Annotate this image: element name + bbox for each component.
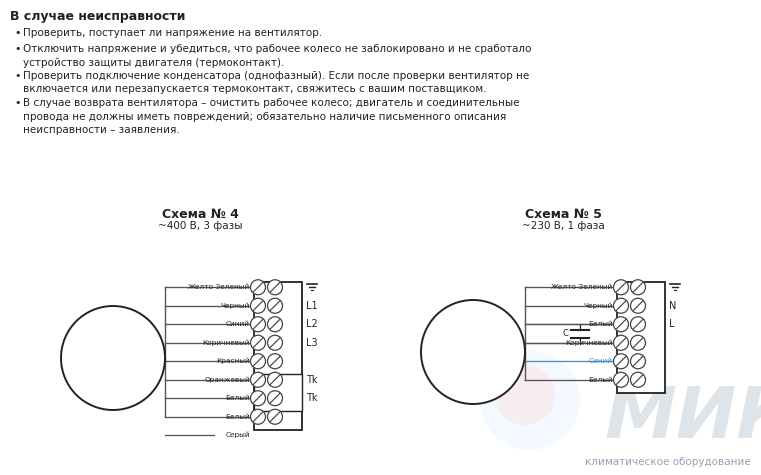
Circle shape xyxy=(268,280,282,295)
Text: Серый: Серый xyxy=(225,432,250,438)
Text: •: • xyxy=(14,71,21,81)
Text: •: • xyxy=(14,44,21,54)
Text: Белый: Белый xyxy=(225,395,250,401)
Text: Схема № 4: Схема № 4 xyxy=(161,208,238,221)
Text: Tk: Tk xyxy=(306,375,317,385)
Text: Tk: Tk xyxy=(306,393,317,403)
Text: L2: L2 xyxy=(306,319,318,329)
Circle shape xyxy=(421,300,525,404)
Text: L: L xyxy=(669,319,674,329)
Text: Желто-Зеленый: Желто-Зеленый xyxy=(188,284,250,290)
Circle shape xyxy=(495,365,555,425)
Text: Коричневый: Коричневый xyxy=(565,340,613,346)
Text: неисправности – заявления.: неисправности – заявления. xyxy=(23,125,180,135)
Text: L3: L3 xyxy=(306,338,317,348)
Circle shape xyxy=(268,354,282,369)
Circle shape xyxy=(613,280,629,295)
Text: Оранжевый: Оранжевый xyxy=(204,377,250,383)
Circle shape xyxy=(613,335,629,350)
Text: Желто-Зеленый: Желто-Зеленый xyxy=(551,284,613,290)
Circle shape xyxy=(268,298,282,313)
Circle shape xyxy=(250,372,266,387)
Circle shape xyxy=(250,280,266,295)
Circle shape xyxy=(250,354,266,369)
Circle shape xyxy=(250,298,266,313)
Circle shape xyxy=(268,335,282,350)
Circle shape xyxy=(250,335,266,350)
Text: Проверить подключение конденсатора (однофазный). Если после проверки вентилятор : Проверить подключение конденсатора (одно… xyxy=(23,71,529,81)
Circle shape xyxy=(613,354,629,369)
Text: Проверить, поступает ли напряжение на вентилятор.: Проверить, поступает ли напряжение на ве… xyxy=(23,28,322,38)
Circle shape xyxy=(61,306,165,410)
Text: МИК: МИК xyxy=(604,383,761,453)
Circle shape xyxy=(631,335,645,350)
Text: Синий: Синий xyxy=(226,321,250,327)
Text: устройство защиты двигателя (термоконтакт).: устройство защиты двигателя (термоконтак… xyxy=(23,57,285,67)
Circle shape xyxy=(268,409,282,424)
Text: •: • xyxy=(14,98,21,108)
Circle shape xyxy=(250,409,266,424)
Text: Коричневый: Коричневый xyxy=(202,340,250,346)
Text: Схема № 5: Схема № 5 xyxy=(524,208,601,221)
Text: •: • xyxy=(14,28,21,38)
Text: ~400 В, 3 фазы: ~400 В, 3 фазы xyxy=(158,221,242,231)
Circle shape xyxy=(631,280,645,295)
Text: L1: L1 xyxy=(306,301,317,311)
Circle shape xyxy=(250,317,266,332)
Circle shape xyxy=(631,317,645,332)
Bar xyxy=(254,374,302,411)
Circle shape xyxy=(480,350,580,450)
Circle shape xyxy=(613,372,629,387)
Text: Красный: Красный xyxy=(216,358,250,364)
Text: климатическое оборудование: климатическое оборудование xyxy=(585,457,751,467)
Text: Вентилятор: Вентилятор xyxy=(78,353,148,363)
Text: Белый: Белый xyxy=(588,377,613,383)
Text: Синий: Синий xyxy=(589,358,613,364)
Circle shape xyxy=(613,298,629,313)
Text: В случае возврата вентилятора – очистить рабочее колесо; двигатель и соединитель: В случае возврата вентилятора – очистить… xyxy=(23,98,520,108)
Text: провода не должны иметь повреждений; обязательно наличие письменного описания: провода не должны иметь повреждений; обя… xyxy=(23,112,506,122)
Text: Белый: Белый xyxy=(225,414,250,420)
Text: В случае неисправности: В случае неисправности xyxy=(10,10,186,23)
Text: ~230 В, 1 фаза: ~230 В, 1 фаза xyxy=(521,221,604,231)
Bar xyxy=(617,282,665,393)
Text: Вентилятор: Вентилятор xyxy=(438,347,508,357)
Text: C: C xyxy=(562,329,568,338)
Circle shape xyxy=(250,391,266,406)
Text: Белый: Белый xyxy=(588,321,613,327)
Bar xyxy=(254,282,302,430)
Circle shape xyxy=(268,372,282,387)
Circle shape xyxy=(613,317,629,332)
Circle shape xyxy=(631,298,645,313)
Text: N: N xyxy=(669,301,677,311)
Text: Черный: Черный xyxy=(584,303,613,309)
Circle shape xyxy=(631,372,645,387)
Circle shape xyxy=(268,391,282,406)
Text: Черный: Черный xyxy=(221,303,250,309)
Text: Отключить напряжение и убедиться, что рабочее колесо не заблокировано и не срабо: Отключить напряжение и убедиться, что ра… xyxy=(23,44,531,54)
Circle shape xyxy=(268,317,282,332)
Text: включается или перезапускается термоконтакт, свяжитесь с вашим поставщиком.: включается или перезапускается термоконт… xyxy=(23,85,486,95)
Circle shape xyxy=(631,354,645,369)
